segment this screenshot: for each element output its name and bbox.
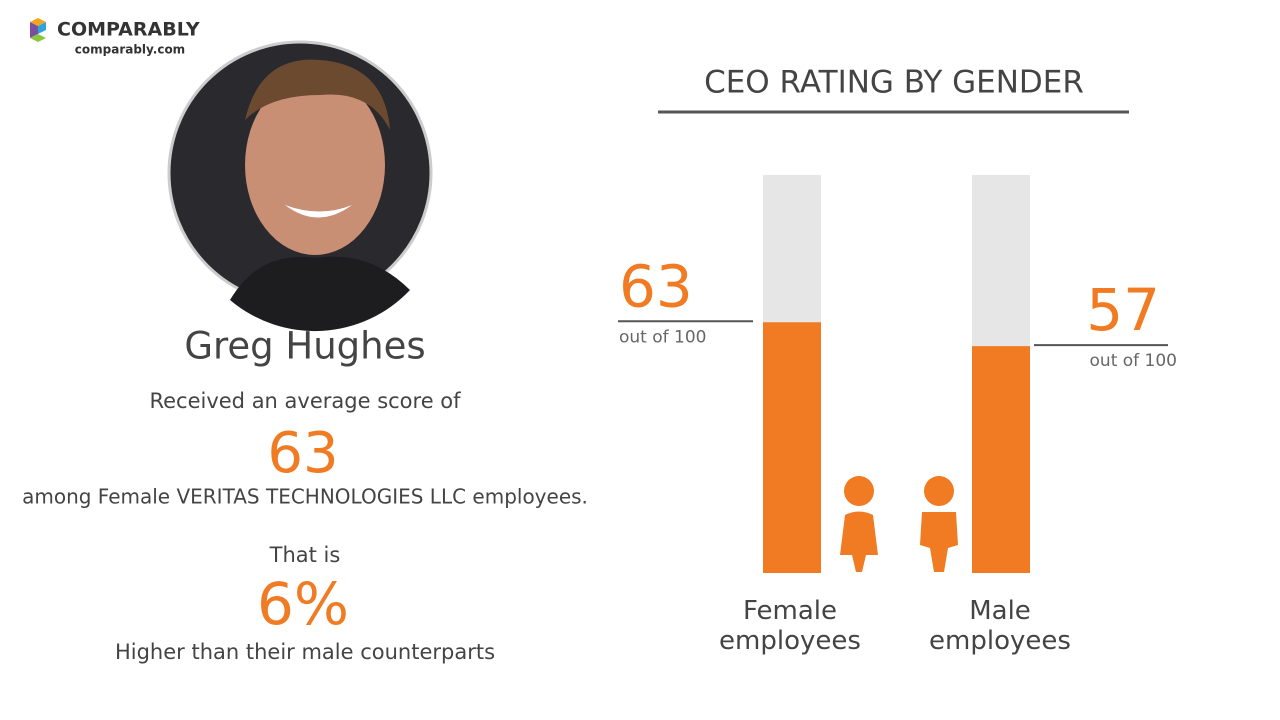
difference: 6% — [257, 570, 349, 638]
value-note: out of 100 — [619, 327, 706, 347]
value-label: 57 — [1086, 276, 1160, 344]
logo-icon — [30, 18, 46, 42]
value-label: 63 — [619, 252, 693, 320]
chart-title: CEO RATING BY GENDER — [704, 65, 1084, 101]
bar — [763, 322, 821, 573]
female-icon — [840, 476, 878, 572]
group: among Female VERITAS TECHNOLOGIES LLC em… — [22, 485, 588, 509]
intro: Received an average score of — [149, 389, 461, 413]
site: comparably.com — [75, 43, 185, 57]
ceo-name: Greg Hughes — [184, 325, 425, 368]
brand: COMPARABLY — [57, 19, 200, 41]
comparison: Higher than their male counterparts — [115, 640, 495, 664]
lead: That is — [269, 543, 341, 567]
bar — [972, 346, 1030, 573]
category-label: Male employees — [929, 596, 1071, 656]
category-label: Female employees — [719, 596, 861, 656]
portrait — [167, 40, 433, 332]
score: 63 — [267, 421, 338, 486]
value-note: out of 100 — [1090, 351, 1177, 371]
male-icon — [920, 476, 958, 572]
